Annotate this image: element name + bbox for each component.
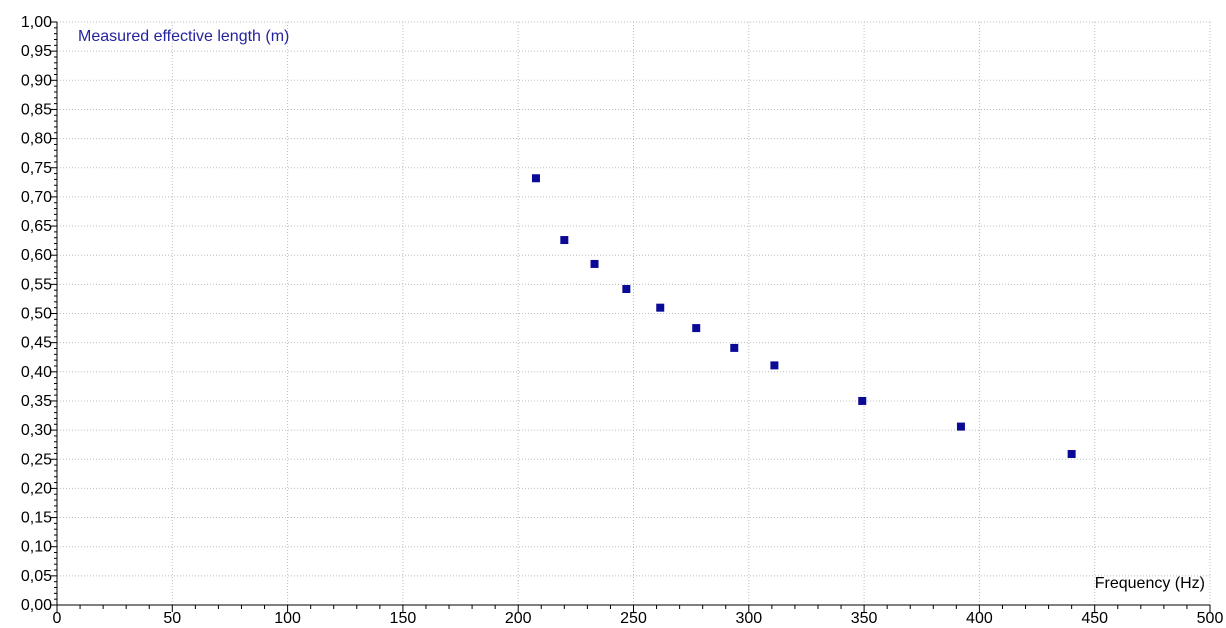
data-point: [590, 259, 599, 268]
data-point: [622, 285, 631, 294]
y-tick-label: 0,20: [21, 480, 52, 497]
x-tick-label: 450: [1081, 610, 1108, 627]
x-tick-label: 250: [620, 610, 647, 627]
y-tick-label: 0,75: [21, 160, 52, 177]
x-tick-label: 500: [1197, 610, 1224, 627]
x-tick-label: 400: [966, 610, 993, 627]
y-tick-label: 0,45: [21, 335, 52, 352]
y-tick-label: 0,90: [21, 72, 52, 89]
x-tick-labels: 0 50 100 150 200 250 300 350 400 450 500: [53, 610, 1224, 627]
data-points: [531, 174, 1076, 459]
y-tick-label: 0,25: [21, 451, 52, 468]
data-point: [858, 396, 867, 405]
data-point: [656, 303, 665, 312]
y-tick-label: 0,30: [21, 422, 52, 439]
y-tick-label: 0,15: [21, 510, 52, 527]
y-tick-label: 0,60: [21, 247, 52, 264]
y-tick-label: 0,80: [21, 131, 52, 148]
x-tick-label: 350: [851, 610, 878, 627]
data-point: [531, 174, 540, 183]
x-tick-label: 150: [390, 610, 417, 627]
y-tick-label: 0,35: [21, 393, 52, 410]
y-axis-title: Measured effective length (m): [78, 28, 289, 45]
y-tick-label: 0,95: [21, 43, 52, 60]
y-tick-label: 0,50: [21, 306, 52, 323]
y-tick-label: 0,70: [21, 189, 52, 206]
data-point: [730, 343, 739, 352]
y-tick-label: 0,05: [21, 568, 52, 585]
data-point: [770, 361, 779, 370]
data-point: [692, 324, 701, 333]
x-axis-title: Frequency (Hz): [1095, 575, 1205, 592]
x-tick-label: 300: [735, 610, 762, 627]
data-point: [560, 236, 569, 245]
y-tick-label: 0,85: [21, 101, 52, 118]
grid-lines: [57, 21, 1211, 605]
x-tick-label: 100: [274, 610, 301, 627]
data-point: [956, 422, 965, 431]
y-tick-labels: 0,00 0,05 0,10 0,15 0,20 0,25 0,30 0,35 0,40 0,45…: [21, 14, 52, 614]
y-tick-label: 0,65: [21, 218, 52, 235]
y-tick-label: 0,00: [21, 597, 52, 614]
x-tick-label: 0: [53, 610, 62, 627]
y-tick-label: 0,40: [21, 364, 52, 381]
data-point: [1067, 450, 1076, 459]
y-tick-label: 0,55: [21, 276, 52, 293]
x-tick-label: 50: [163, 610, 181, 627]
y-tick-label: 0,10: [21, 539, 52, 556]
x-tick-label: 200: [505, 610, 532, 627]
y-tick-label: 1,00: [21, 14, 52, 31]
